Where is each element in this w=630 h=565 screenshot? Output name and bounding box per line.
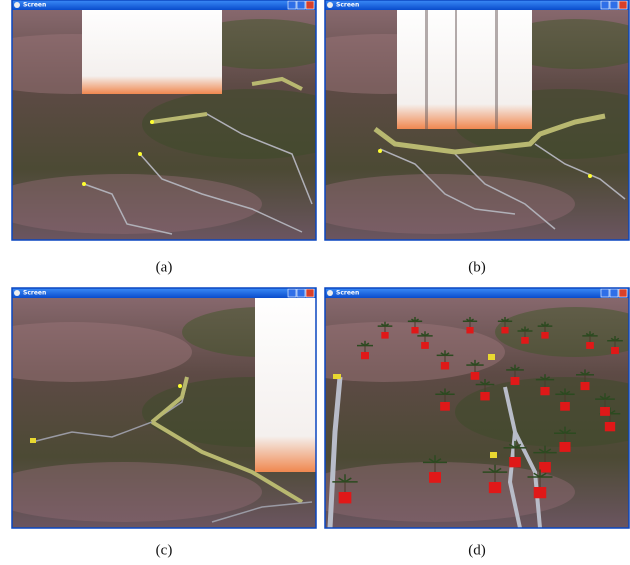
panel: Screen [265,0,630,240]
plant-pot [521,337,529,344]
minimize-button[interactable] [288,289,296,297]
maximize-button[interactable] [297,1,305,9]
plant-pot [421,342,429,349]
window-title: Screen [336,2,359,9]
plant-pot [471,372,480,380]
plant-pot [541,332,548,339]
plant-pot [540,387,549,395]
maximize-button[interactable] [297,289,305,297]
maximize-button[interactable] [610,1,618,9]
minimize-button[interactable] [601,289,609,297]
panel: Screen [0,288,362,528]
minimize-button[interactable] [601,1,609,9]
plant-pot [381,332,388,339]
window-title: Screen [336,290,359,297]
panel: Screen [0,0,362,240]
caption: (b) [468,259,486,275]
plant-pot [560,442,571,452]
plant-pot [361,352,369,359]
plant-pot [429,472,441,483]
plant-pot [509,457,521,467]
close-button[interactable] [619,1,627,9]
figure: Screen Screen [0,0,630,565]
window-title: Screen [23,290,46,297]
caption: (a) [156,259,173,275]
plant-pot [440,402,450,411]
window-title: Screen [23,2,46,9]
close-button[interactable] [619,289,627,297]
plant-pot [600,407,610,416]
close-button[interactable] [306,1,314,9]
plant-pot [611,347,619,354]
plant-pot [466,327,473,333]
light-beams [397,4,532,129]
plant-pot [560,402,570,411]
plant-pot [339,492,352,503]
plant-pot [581,382,590,390]
plant-pot [489,482,501,493]
plant-pot [411,327,418,333]
plant-pot [511,377,520,385]
plant-pot [605,422,615,431]
maximize-button[interactable] [610,289,618,297]
plant-pot [534,487,547,498]
plant-pot [480,392,489,400]
close-button[interactable] [306,289,314,297]
caption: (c) [156,542,173,558]
panel: Screen [265,288,630,528]
plant-pot [586,342,594,349]
light-beams [82,4,222,94]
plant-pot [539,462,551,473]
minimize-button[interactable] [288,1,296,9]
caption: (d) [468,542,486,558]
light-beams [255,292,316,472]
plant-pot [441,362,449,370]
plant-pot [501,327,508,333]
